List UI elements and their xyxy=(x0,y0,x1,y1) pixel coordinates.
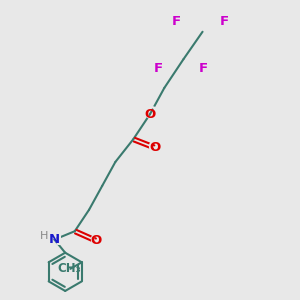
Text: O: O xyxy=(147,139,162,157)
Text: O: O xyxy=(89,232,104,250)
Text: CH₃: CH₃ xyxy=(57,262,81,275)
Text: F: F xyxy=(218,12,230,30)
Text: F: F xyxy=(172,14,181,28)
Text: N: N xyxy=(47,231,62,249)
Text: O: O xyxy=(142,105,158,123)
Text: F: F xyxy=(198,60,210,78)
Text: O: O xyxy=(149,141,160,154)
Text: F: F xyxy=(152,60,164,78)
Text: F: F xyxy=(199,62,208,75)
Text: O: O xyxy=(144,108,156,121)
Text: F: F xyxy=(154,62,163,75)
Text: F: F xyxy=(220,14,229,28)
Text: O: O xyxy=(91,234,102,247)
Text: F: F xyxy=(170,12,182,30)
Text: N: N xyxy=(49,233,60,246)
Text: H: H xyxy=(40,231,48,241)
